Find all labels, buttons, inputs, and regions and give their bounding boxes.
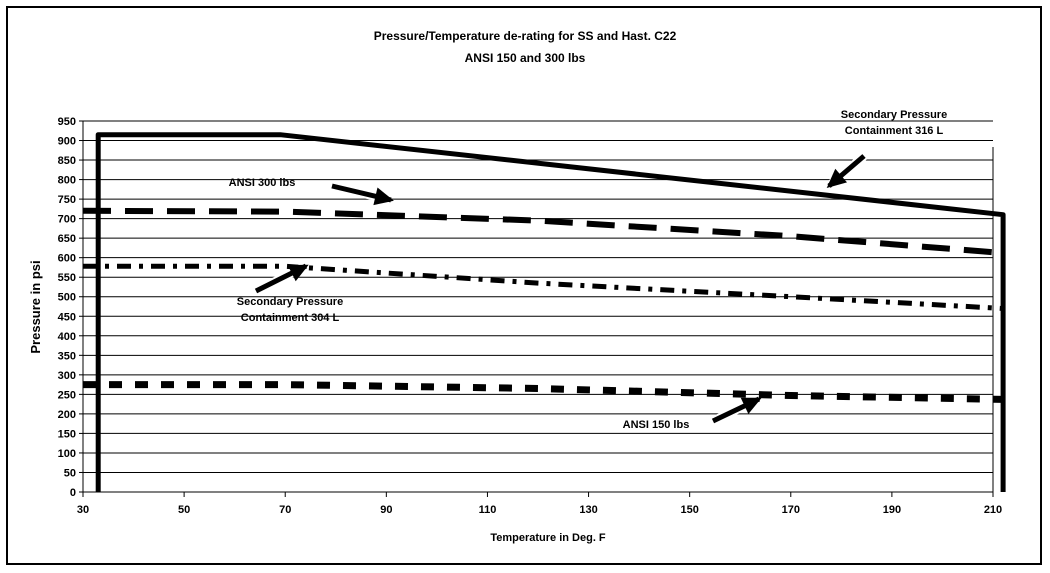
y-tick-label: 0: [70, 487, 76, 499]
y-tick-label: 950: [58, 116, 76, 128]
series-line-2: [82, 207, 1004, 256]
y-tick-label: 200: [58, 409, 76, 421]
chart-title: Pressure/Temperature de-rating for SS an…: [374, 29, 677, 43]
x-tick-label: 90: [380, 504, 392, 516]
annotation-arrow-head: [373, 187, 394, 206]
series-layer: [82, 132, 1006, 492]
y-tick-label: 650: [58, 233, 76, 245]
annotation-arrow-head: [287, 264, 309, 282]
annotation-label-3: Secondary Pressure: [237, 296, 343, 308]
y-tick-label: 900: [58, 136, 76, 148]
y-tick-label: 350: [58, 350, 76, 362]
y-tick-label: 400: [58, 331, 76, 343]
x-tick-label: 110: [479, 504, 497, 516]
y-tick-label: 750: [58, 194, 76, 206]
annotation-label-2: ANSI 300 lbs: [229, 177, 296, 189]
y-tick-label: 250: [58, 389, 76, 401]
y-tick-label: 800: [58, 175, 76, 187]
annotation-label-1: Containment 316 L: [845, 125, 944, 137]
x-tick-label: 170: [782, 504, 800, 516]
y-tick-label: 550: [58, 272, 76, 284]
annotation-layer: Secondary Pressure Containment 316 L ANSI …: [229, 109, 948, 431]
y-tick-label: 300: [58, 370, 76, 382]
x-axis-label: Temperature in Deg. F: [490, 532, 606, 544]
annotation-arrow-head: [740, 397, 762, 414]
x-tick-label: 150: [680, 504, 698, 516]
annotation-label-1: Secondary Pressure: [841, 109, 947, 121]
y-tick-label: 700: [58, 214, 76, 226]
chart-frame: [6, 6, 1042, 565]
annotation-label-3: Containment 304 L: [241, 312, 340, 324]
annotation-arrow-head: [826, 168, 847, 188]
chart-subtitle: ANSI 150 and 300 lbs: [465, 51, 586, 65]
series-line-3: [83, 263, 1004, 311]
x-tick-label: 130: [579, 504, 597, 516]
series-line-4: [83, 381, 1004, 403]
y-tick-label: 450: [58, 311, 76, 323]
x-tick-label: 210: [984, 504, 1002, 516]
y-tick-label: 500: [58, 292, 76, 304]
x-tick-label: 70: [279, 504, 291, 516]
y-tick-label: 50: [64, 467, 76, 479]
y-tick-label: 150: [58, 428, 76, 440]
y-axis-label: Pressure in psi: [28, 260, 43, 353]
x-tick-label: 190: [883, 504, 901, 516]
x-tick-label: 30: [77, 504, 89, 516]
grid-layer: [83, 120, 993, 473]
y-tick-label: 600: [58, 253, 76, 265]
axis-layer: 0 50 100 150 200 250 300 350 400 450 500 550 600 650 7…: [58, 116, 1003, 516]
x-tick-label: 50: [178, 504, 190, 516]
y-tick-label: 100: [58, 448, 76, 460]
y-tick-label: 850: [58, 155, 76, 167]
annotation-label-4: ANSI 150 lbs: [623, 419, 690, 431]
